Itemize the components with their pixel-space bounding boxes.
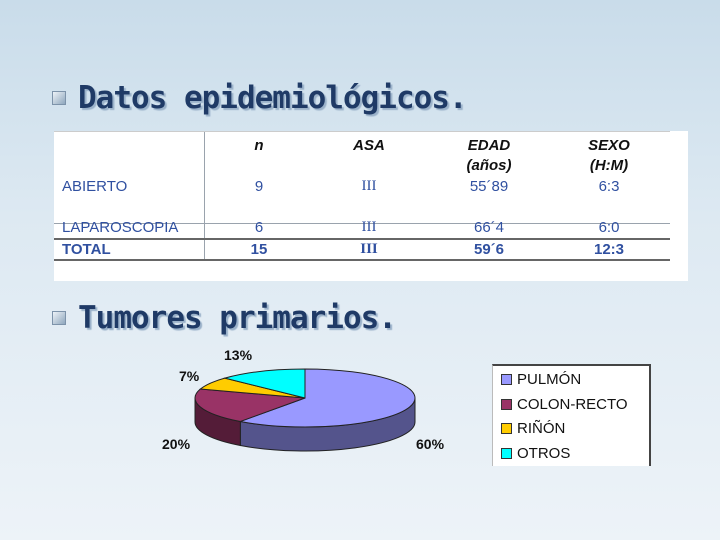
- pie-slice-pulmon: [238, 368, 416, 428]
- legend-label: RIÑÓN: [517, 420, 566, 437]
- legend-item-pulmon: PULMÓN: [501, 371, 581, 388]
- cell-edad: 55´89: [469, 178, 509, 195]
- row-label-total: TOTAL: [62, 241, 111, 258]
- pie-label-pulmon: 60%: [416, 436, 445, 452]
- legend-label: PULMÓN: [517, 371, 582, 388]
- header-n: n: [254, 137, 264, 154]
- table-divider: [54, 223, 670, 224]
- tumor-pie-chart: [194, 368, 416, 452]
- table-divider: [204, 131, 205, 261]
- chart-legend: PULMÓN COLON-RECTO RIÑÓN OTROS: [492, 364, 651, 466]
- header-sexo-unit: (H:M): [589, 157, 629, 174]
- cell-asa: III: [361, 219, 377, 235]
- bullet-square-icon: [52, 91, 66, 105]
- pie-label-otros: 13%: [224, 347, 253, 363]
- cell-sexo: 6:3: [598, 178, 620, 195]
- table-divider: [54, 131, 670, 132]
- legend-label: OTROS: [517, 445, 571, 462]
- legend-swatch: [501, 448, 512, 459]
- legend-item-colon-recto: COLON-RECTO: [501, 396, 628, 413]
- cell-asa-total: III: [360, 241, 378, 257]
- pie-label-rinon: 7%: [179, 368, 200, 384]
- header-asa: ASA: [353, 137, 385, 154]
- row-label-abierto: ABIERTO: [62, 178, 128, 195]
- header-edad: EDAD: [467, 137, 511, 154]
- legend-swatch: [501, 423, 512, 434]
- table-divider: [54, 238, 670, 240]
- cell-n: 6: [254, 219, 264, 236]
- heading-tumores-primarios: Tumores primarios.: [78, 300, 397, 336]
- legend-label: COLON-RECTO: [517, 396, 628, 413]
- cell-sexo-total: 12:3: [593, 241, 625, 258]
- bullet-tumores: Tumores primarios.: [52, 300, 397, 336]
- row-label-laparoscopia: LAPAROSCOPIA: [62, 219, 179, 236]
- legend-swatch: [501, 374, 512, 385]
- header-edad-unit: (años): [466, 157, 512, 174]
- bullet-datos: Datos epidemiológicos.: [52, 80, 468, 116]
- cell-n-total: 15: [250, 241, 268, 258]
- pie-slice-otros: [222, 368, 306, 399]
- pie-slice-colon-recto: [194, 388, 306, 422]
- bullet-square-icon: [52, 311, 66, 325]
- cell-edad-total: 59´6: [473, 241, 505, 258]
- header-sexo: SEXO: [588, 137, 630, 154]
- legend-item-otros: OTROS: [501, 445, 570, 462]
- epidemiology-table: n ASA EDAD (años) SEXO (H:M) ABIERTO 9 I…: [54, 131, 688, 281]
- cell-sexo: 6:0: [598, 219, 620, 236]
- heading-datos-epidemiologicos: Datos epidemiológicos.: [78, 80, 468, 116]
- cell-n: 9: [254, 178, 264, 195]
- legend-item-rinon: RIÑÓN: [501, 420, 565, 437]
- cell-edad: 66´4: [473, 219, 505, 236]
- table-divider: [54, 259, 670, 261]
- cell-asa: III: [361, 178, 377, 194]
- pie-label-colon-recto: 20%: [162, 436, 191, 452]
- legend-swatch: [501, 399, 512, 410]
